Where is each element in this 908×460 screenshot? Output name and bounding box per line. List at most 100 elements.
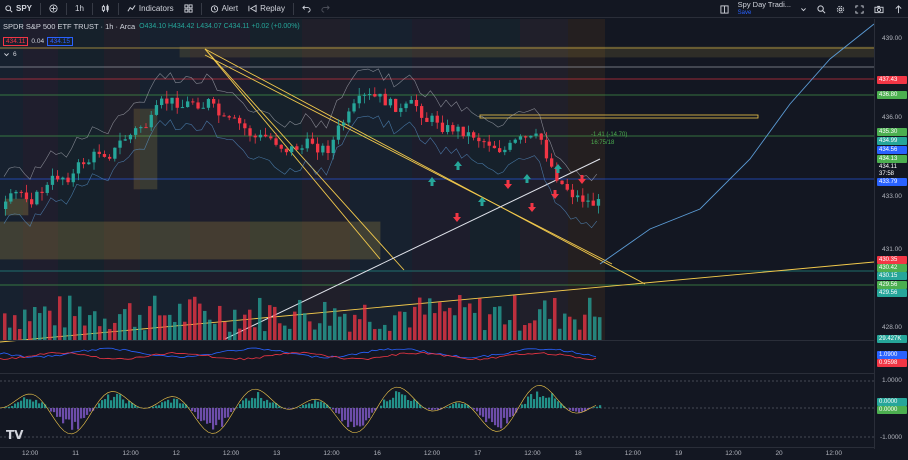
candle-body: [420, 106, 424, 118]
candle-body: [191, 101, 195, 103]
indicators-button[interactable]: Indicators: [122, 0, 179, 18]
undo-button[interactable]: [297, 0, 316, 18]
histogram-bar: [545, 397, 548, 408]
indicator-list-toggle[interactable]: 6: [3, 51, 17, 58]
histogram-bar: [86, 408, 89, 415]
histogram-bar: [272, 402, 275, 408]
volume-bar: [278, 323, 282, 340]
quick-search-button[interactable]: [812, 0, 831, 18]
chevron-down-icon: [4, 53, 9, 57]
histogram-bar: [77, 408, 80, 430]
chart-area[interactable]: [0, 19, 874, 449]
histogram-bar: [152, 406, 155, 408]
histogram-bar: [68, 408, 71, 420]
more-button[interactable]: [889, 0, 908, 18]
price-tick: 433.00: [882, 193, 902, 200]
legend-title[interactable]: SPDR S&P 500 ETF TRUST · 1h · Arca: [3, 22, 136, 31]
volume-bar: [208, 319, 212, 340]
histogram-bar: [458, 403, 461, 408]
candle-body: [560, 180, 564, 185]
histogram-bar: [71, 408, 74, 430]
candle-body: [66, 177, 70, 183]
histogram-bar: [257, 392, 260, 408]
candle-body: [170, 97, 174, 104]
indicator-count: 6: [13, 51, 17, 58]
histogram-bar: [116, 393, 119, 408]
layout-name[interactable]: Spy Day Tradi... Save: [734, 1, 795, 17]
session-band: [412, 19, 470, 340]
session-band: [568, 19, 605, 340]
undo-icon: [302, 5, 311, 13]
alert-button[interactable]: Alert: [205, 0, 243, 18]
histogram-bar: [242, 400, 245, 408]
histogram-bar: [338, 408, 341, 414]
candle-body: [243, 123, 247, 129]
histogram-bar: [176, 399, 179, 408]
settings-button[interactable]: [831, 0, 850, 18]
chart-type-button[interactable]: [96, 0, 115, 18]
sell-button[interactable]: 434.11: [3, 37, 29, 46]
histogram-bar: [206, 408, 209, 424]
tradingview-logo[interactable]: TV: [6, 428, 24, 442]
indicators-icon: [127, 5, 136, 12]
candle-body: [368, 94, 372, 96]
symbol-search[interactable]: SPY: [0, 0, 37, 18]
replay-button[interactable]: Replay: [243, 0, 290, 18]
measure-label-1: -1.41 (-14.70): [591, 132, 628, 138]
candle-body: [352, 103, 356, 112]
volume-bar: [363, 304, 367, 340]
candle-body: [550, 158, 554, 167]
histogram-bar: [527, 396, 530, 408]
histogram-bar: [398, 392, 401, 408]
compare-button[interactable]: [44, 0, 63, 18]
histogram-bar: [479, 408, 482, 416]
session-band: [302, 19, 350, 340]
volume-bar: [548, 318, 552, 340]
trend-line: [204, 48, 381, 260]
candle-body: [388, 98, 393, 106]
price-scale[interactable]: 439.00 436.00 433.00 431.00 428.00 1.000…: [874, 19, 908, 449]
candle-body: [19, 191, 23, 193]
volume-bar: [108, 328, 112, 340]
time-label: 20: [775, 450, 783, 457]
histogram-bar: [410, 401, 413, 408]
fullscreen-button[interactable]: [850, 0, 869, 18]
histogram-bar: [584, 408, 587, 412]
redo-button[interactable]: [316, 0, 335, 18]
price-chart[interactable]: [0, 19, 874, 449]
volume-bar: [193, 296, 197, 340]
buy-button[interactable]: 434.15: [47, 37, 73, 46]
histogram-bar: [251, 397, 254, 408]
volume-bar: [508, 320, 512, 340]
volume-bar: [23, 309, 27, 340]
volume-bar: [538, 309, 542, 340]
volume-bar: [113, 322, 117, 340]
layout-selector[interactable]: [715, 0, 734, 18]
interval-button[interactable]: 1h: [70, 0, 89, 18]
histogram-bar: [320, 401, 323, 408]
volume-bar: [33, 307, 37, 340]
layout-dropdown[interactable]: [795, 0, 812, 18]
buy-arrow: [454, 161, 462, 170]
pane-separator[interactable]: [0, 340, 874, 341]
histogram-bar: [368, 408, 371, 419]
price-tag: 1.0900: [877, 351, 907, 359]
volume-bar: [268, 305, 272, 340]
volume-bar: [78, 306, 82, 340]
histogram-bar: [554, 398, 557, 408]
pane-separator[interactable]: [0, 373, 874, 374]
candle-body: [134, 128, 138, 135]
candle-body: [196, 102, 200, 109]
templates-button[interactable]: [179, 0, 198, 18]
histogram-bar: [308, 403, 311, 408]
time-scale[interactable]: 12:00 11 12:00 12 12:00 13 12:00 16 12:00 17 12:00…: [0, 447, 874, 460]
snapshot-button[interactable]: [869, 0, 889, 18]
candle-body: [30, 199, 34, 205]
candle-body: [586, 200, 590, 202]
histogram-bar: [32, 401, 35, 408]
histogram-bar: [41, 402, 44, 408]
histogram-bar: [35, 399, 38, 408]
volume-bar: [223, 321, 227, 340]
volume-bar: [388, 330, 392, 340]
price-tag: 429.56: [877, 281, 907, 289]
